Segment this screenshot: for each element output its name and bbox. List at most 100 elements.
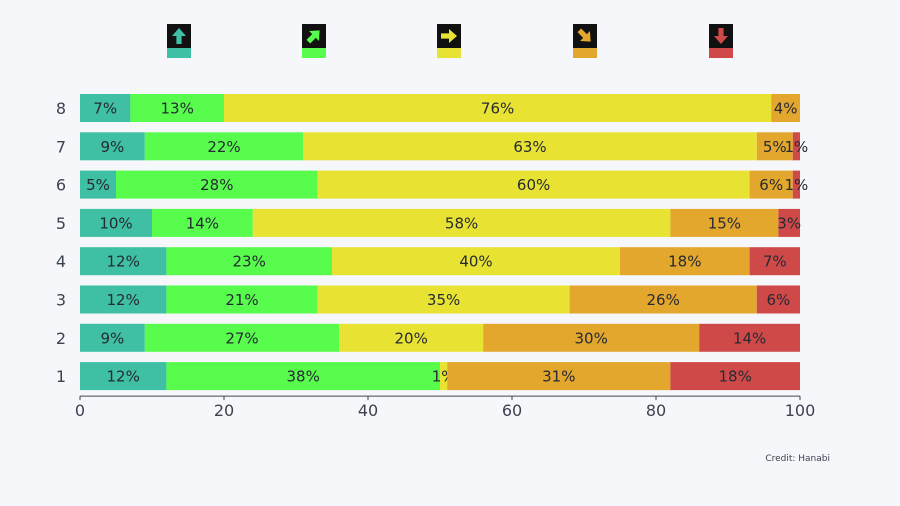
bar-segment <box>317 170 750 199</box>
legend-item <box>573 24 597 58</box>
bar-segment <box>166 247 332 276</box>
arrow-right-icon <box>441 29 457 43</box>
bar-segment <box>80 247 167 276</box>
bar-segment <box>749 247 800 276</box>
data-label: 38% <box>287 368 320 386</box>
data-label: 6% <box>759 176 783 194</box>
legend-swatch <box>573 48 597 58</box>
legend-item <box>302 24 326 58</box>
data-label: 63% <box>513 138 546 156</box>
data-label: 12% <box>107 368 140 386</box>
x-axis-ticks: 0 20 40 60 80 100 <box>75 396 815 420</box>
data-label: 5% <box>763 138 787 156</box>
bar-segment <box>80 285 167 314</box>
y-tick-label: 1 <box>56 367 66 386</box>
bar-segment <box>144 323 340 352</box>
data-label: 35% <box>427 291 460 309</box>
bar-segment <box>670 362 800 391</box>
y-tick-label: 7 <box>56 137 66 156</box>
bar-segment <box>792 170 800 199</box>
bar-row-3: 12% 21% 35% 26% 6% <box>80 285 800 314</box>
data-label: 12% <box>107 253 140 271</box>
arrow-down-right-icon <box>577 28 591 42</box>
legend-swatch <box>302 48 326 58</box>
data-label: 15% <box>708 214 741 232</box>
bar-row-4: 12% 23% 40% 18% 7% <box>80 247 800 276</box>
data-label: 26% <box>647 291 680 309</box>
data-label: 30% <box>575 329 608 347</box>
legend-swatch <box>437 48 461 58</box>
data-label: 14% <box>733 329 766 347</box>
arrow-up-right-icon <box>306 30 320 44</box>
bar-row-1: 12% 38% 1% 31% 18% <box>80 362 800 391</box>
data-label: 9% <box>101 138 125 156</box>
bar-segment <box>303 132 757 161</box>
data-label: 20% <box>395 329 428 347</box>
y-tick-label: 3 <box>56 291 66 310</box>
data-label: 28% <box>200 176 233 194</box>
arrow-down-icon <box>714 28 728 44</box>
bar-segment <box>252 208 671 237</box>
legend-item <box>437 24 461 58</box>
data-label: 6% <box>767 291 791 309</box>
bar-segment <box>224 94 772 122</box>
data-label: 22% <box>207 138 240 156</box>
data-label: 23% <box>233 253 266 271</box>
bar-segment <box>771 94 800 122</box>
data-label: 1% <box>785 176 809 194</box>
bar-segment <box>670 208 779 237</box>
data-label: 4% <box>774 100 798 118</box>
bar-segment <box>749 170 793 199</box>
legend-item <box>709 24 733 58</box>
bar-segment <box>80 323 145 352</box>
bar-segment <box>756 132 793 161</box>
x-tick-label: 100 <box>785 401 816 420</box>
bar-segment <box>569 285 757 314</box>
bar-segment <box>792 132 800 161</box>
arrow-up-icon <box>172 28 186 44</box>
bar-segment <box>440 362 448 391</box>
bar-segment <box>116 170 318 199</box>
data-label: 14% <box>186 214 219 232</box>
bar-segment <box>144 132 304 161</box>
data-label: 27% <box>225 329 258 347</box>
bar-segment <box>447 362 671 391</box>
data-label: 40% <box>459 253 492 271</box>
bar-segment <box>756 285 800 314</box>
y-tick-label: 2 <box>56 329 66 348</box>
data-label: 9% <box>101 329 125 347</box>
bar-row-5: 10% 14% 58% 15% 3% <box>80 208 801 237</box>
bar-row-7: 9% 22% 63% 5%1% <box>80 132 809 161</box>
data-label: 13% <box>161 100 194 118</box>
y-tick-label: 6 <box>56 176 66 195</box>
bar-segment <box>80 94 131 122</box>
bar-segment <box>130 94 224 122</box>
x-tick-label: 80 <box>646 401 666 420</box>
bar-segment <box>80 170 116 199</box>
y-axis-ticks: 8 7 6 5 4 3 2 1 <box>56 99 66 386</box>
data-label: 21% <box>225 291 258 309</box>
bar-row-6: 5% 28% 60% 6% 1% <box>80 170 809 199</box>
data-label: 5% <box>86 176 110 194</box>
credit-text: Credit: Hanabi <box>765 454 830 464</box>
data-label: 3% <box>777 214 801 232</box>
bar-segment <box>317 285 570 314</box>
bar-segment <box>332 247 620 276</box>
bar-segment <box>483 323 700 352</box>
x-tick-label: 40 <box>358 401 378 420</box>
data-label: 60% <box>517 176 550 194</box>
data-label: 10% <box>99 214 132 232</box>
bar-segment <box>80 132 145 161</box>
legend-item <box>167 24 191 58</box>
x-tick-label: 60 <box>502 401 522 420</box>
data-label: 1% <box>785 138 809 156</box>
data-label: 58% <box>445 214 478 232</box>
data-label: 7% <box>93 100 117 118</box>
bar-segment <box>699 323 800 352</box>
x-tick-label: 20 <box>214 401 234 420</box>
bar-segment <box>152 208 253 237</box>
bar-segment <box>620 247 750 276</box>
data-label: 76% <box>481 100 514 118</box>
bar-row-8: 7% 13% 76% 4% <box>80 94 800 122</box>
x-tick-label: 0 <box>75 401 85 420</box>
